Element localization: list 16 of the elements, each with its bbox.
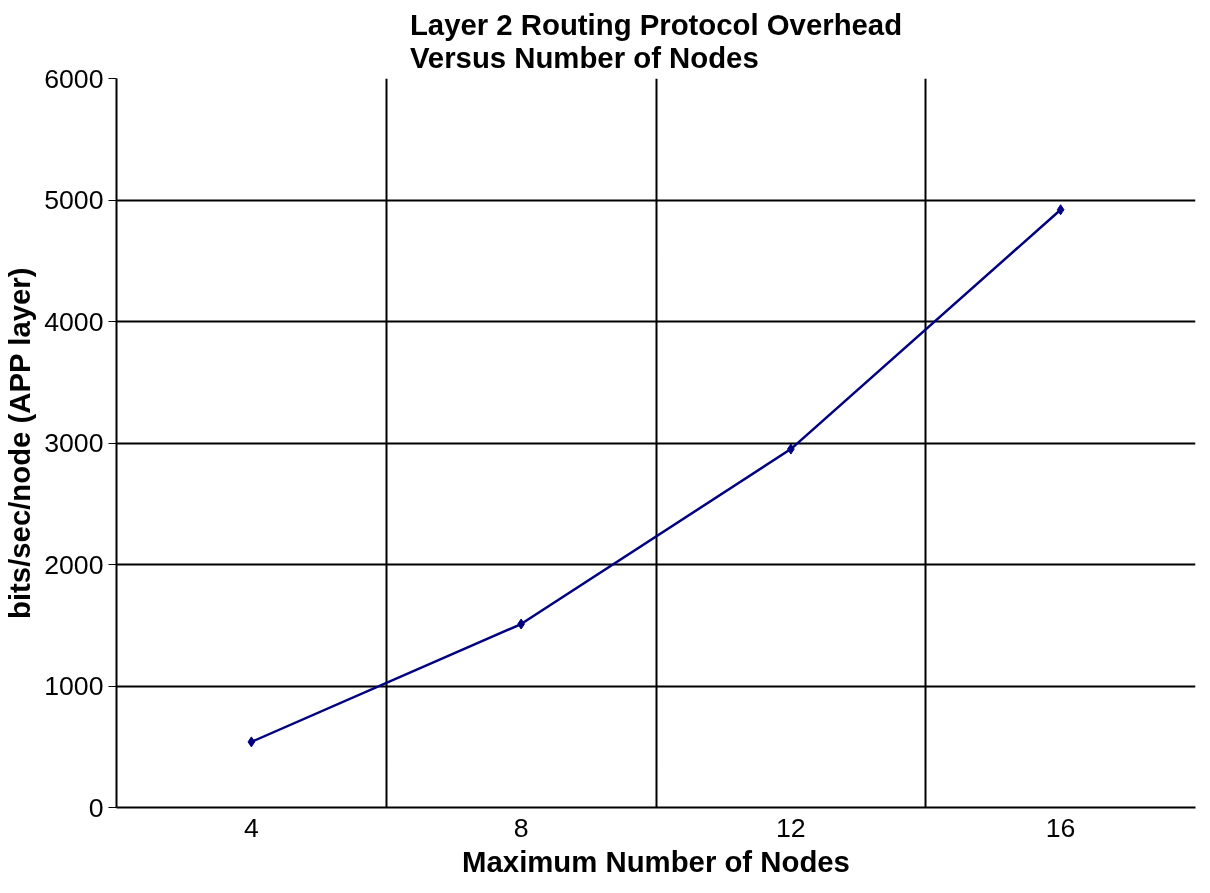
y-tick-label: 0 [88,792,104,823]
y-tick-label: 5000 [44,185,104,215]
x-axis-title: Maximum Number of Nodes [462,844,850,878]
y-tick-label: 4000 [44,306,104,337]
x-tick-label: 16 [1045,812,1076,843]
x-tick-label: 8 [513,812,529,843]
point [247,736,256,748]
y-axis-title: bits/sec/node (APP layer) [3,267,37,620]
x-tick-label: 12 [776,812,806,843]
x-tick-label: 4 [243,812,259,843]
y-tick-label: 6000 [44,63,104,94]
point [1056,204,1065,216]
y-tick-label: 1000 [44,671,104,701]
y-tick-label: 2000 [44,549,104,580]
chart-title: Layer 2 Routing Protocol Overhead Versus Number of Nodes [409,7,903,74]
y-tick-label: 3000 [44,428,104,458]
